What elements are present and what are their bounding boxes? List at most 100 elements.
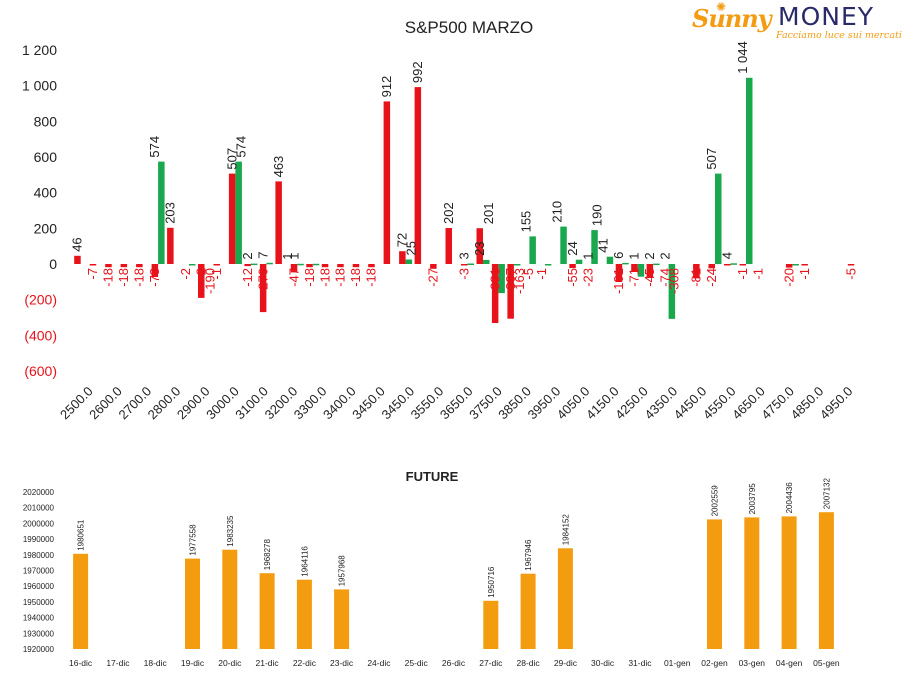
bar xyxy=(615,264,623,282)
data-label: -163 xyxy=(512,268,527,294)
y-tick-label: 1 000 xyxy=(22,78,57,94)
bar xyxy=(631,264,638,272)
bar xyxy=(368,264,375,268)
future-x-axis: 16-dic 17-dic 18-dic 19-dic 20-dic 21-dic 22-d… xyxy=(69,658,840,668)
bar xyxy=(244,264,251,267)
future-data-label: 2007132 xyxy=(822,478,831,510)
bar xyxy=(136,264,143,268)
bar xyxy=(228,173,236,264)
data-label: -307 xyxy=(503,268,518,294)
future-value-labels: 1980651 1977558 1983235 1968278 1964116 19579… xyxy=(77,478,832,598)
bar xyxy=(414,87,422,264)
main-bars xyxy=(74,77,855,323)
data-label: -47 xyxy=(286,268,301,287)
data-label: 912 xyxy=(379,76,394,98)
data-label: 1 044 xyxy=(735,41,750,74)
data-label: -73 xyxy=(147,268,162,287)
data-label: -18 xyxy=(317,268,332,287)
x-tick-label: 04-gen xyxy=(776,658,803,668)
bar xyxy=(491,264,499,323)
data-label: -74 xyxy=(658,268,673,287)
future-data-label: 1957968 xyxy=(338,555,347,587)
bar xyxy=(575,259,583,264)
y-tick-label: (400) xyxy=(24,327,57,343)
data-label: -27 xyxy=(426,268,441,287)
bar xyxy=(544,264,552,266)
future-data-label: 1977558 xyxy=(189,524,198,556)
data-label: 202 xyxy=(441,202,456,224)
data-label: -331 xyxy=(487,268,502,294)
data-label: -18 xyxy=(333,268,348,287)
data-label: -1 xyxy=(797,268,812,280)
bar xyxy=(290,264,298,273)
future-data-label: 1964116 xyxy=(300,546,309,577)
x-tick-label: 19-dic xyxy=(181,658,205,668)
data-label: -18 xyxy=(302,268,317,287)
bar xyxy=(312,263,320,266)
bar xyxy=(461,264,468,266)
data-label: -18 xyxy=(116,268,131,287)
y-tick-label: 400 xyxy=(34,185,58,201)
future-data-label: 2002559 xyxy=(711,485,720,517)
x-tick-label: 29-dic xyxy=(554,658,578,668)
sun-icon: ✺ xyxy=(716,0,727,14)
data-label: -18 xyxy=(348,268,363,287)
future-data-label: 1983235 xyxy=(226,515,235,547)
bar xyxy=(259,264,267,313)
bar xyxy=(74,255,81,264)
future-data-label: 1980651 xyxy=(77,519,86,551)
x-tick-label: 30-dic xyxy=(591,658,615,668)
y-tick-label: 1950000 xyxy=(23,598,55,607)
future-bar xyxy=(296,579,312,649)
data-label: 2 xyxy=(240,252,255,259)
future-bar xyxy=(73,553,89,649)
future-chart: FUTURE 2020000 2010000 2000000 1990000 19800… xyxy=(23,469,840,668)
future-bar xyxy=(483,600,499,649)
data-label: 992 xyxy=(410,61,425,83)
x-tick-label: 31-dic xyxy=(628,658,652,668)
future-bar xyxy=(334,589,350,649)
data-label: 1 xyxy=(627,253,642,260)
data-label: 203 xyxy=(163,202,178,224)
x-tick-label: 17-dic xyxy=(106,658,130,668)
bar xyxy=(801,264,808,266)
data-label: 23 xyxy=(472,241,487,255)
x-tick-label: 21-dic xyxy=(256,658,280,668)
y-tick-label: 0 xyxy=(49,256,57,272)
bar xyxy=(297,263,304,266)
x-tick-label: 20-dic xyxy=(218,658,242,668)
data-label: 210 xyxy=(549,201,564,223)
data-label: -81 xyxy=(689,268,704,287)
bar xyxy=(89,264,97,266)
bar xyxy=(105,264,112,268)
data-label: 201 xyxy=(481,202,496,224)
y-tick-label: 600 xyxy=(34,149,58,165)
bar xyxy=(235,161,242,264)
main-y-axis: 1 200 1 000 800 600 400 200 0 (200) (400) (600) xyxy=(22,42,57,379)
y-tick-label: 2000000 xyxy=(23,519,55,528)
bar xyxy=(250,263,258,266)
data-label: -270 xyxy=(255,268,270,294)
x-tick-label: 27-dic xyxy=(479,658,503,668)
x-tick-label: 26-dic xyxy=(442,658,466,668)
bar xyxy=(120,264,128,268)
data-label: 155 xyxy=(518,211,533,233)
bar xyxy=(739,264,746,266)
data-label: 72 xyxy=(395,233,410,247)
data-label: 24 xyxy=(565,241,580,255)
future-bar xyxy=(707,519,722,649)
future-bar xyxy=(744,517,760,649)
bar xyxy=(352,264,360,268)
data-label: 2 xyxy=(658,252,673,259)
data-label: -24 xyxy=(704,268,719,287)
data-label: 25 xyxy=(404,241,419,255)
x-tick-label: 24-dic xyxy=(367,658,391,668)
bar xyxy=(337,264,344,268)
data-label: -308 xyxy=(667,268,682,294)
data-label: 7 xyxy=(255,252,270,259)
x-tick-label: 03-gen xyxy=(739,658,766,668)
data-label: 574 xyxy=(147,136,162,158)
future-bar xyxy=(259,573,275,649)
bar xyxy=(467,263,474,265)
y-tick-label: 1920000 xyxy=(23,645,55,654)
